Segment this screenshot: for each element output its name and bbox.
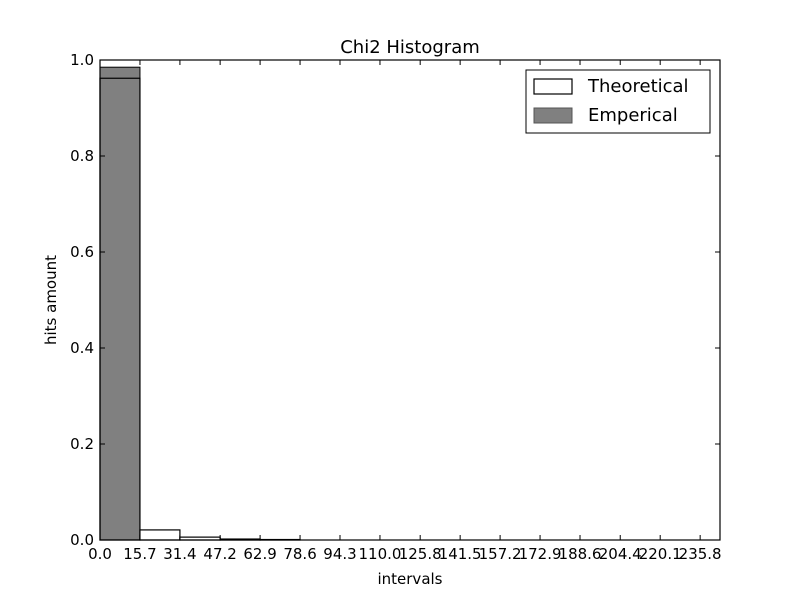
x-tick-label: 157.2 bbox=[479, 545, 522, 563]
y-tick-label: 0.6 bbox=[70, 243, 94, 261]
x-tick-label: 31.4 bbox=[163, 545, 196, 563]
x-tick-label: 188.6 bbox=[559, 545, 602, 563]
x-tick-label: 172.9 bbox=[519, 545, 562, 563]
legend-label-theoretical: Theoretical bbox=[587, 76, 689, 97]
emperical-bar bbox=[99, 66, 141, 541]
chart-title: Chi2 Histogram bbox=[340, 37, 480, 58]
plot-frame bbox=[99, 59, 721, 541]
theoretical-bar bbox=[139, 529, 181, 541]
y-axis-label: hits amount bbox=[42, 255, 60, 345]
x-tick-label: 62.9 bbox=[243, 545, 276, 563]
y-tick-label: 0.0 bbox=[70, 531, 94, 549]
x-tick-label: 15.7 bbox=[123, 545, 156, 563]
y-tick-label: 0.2 bbox=[70, 435, 94, 453]
x-tick-label: 235.8 bbox=[679, 545, 722, 563]
ticks-layer: 0.0 15.7 31.4 47.2 62.9 78.6 94.3 110.0125.8141… bbox=[70, 51, 721, 563]
x-tick-label: 220.1 bbox=[639, 545, 682, 563]
x-tick-label: 78.6 bbox=[283, 545, 316, 563]
x-tick-label: 94.3 bbox=[323, 545, 356, 563]
legend-label-emperical: Emperical bbox=[588, 105, 678, 126]
x-tick-label: 204.4 bbox=[599, 545, 642, 563]
legend-swatch-emperical bbox=[533, 107, 573, 124]
axes-layer bbox=[99, 59, 721, 541]
bars-layer bbox=[99, 66, 301, 541]
legend: Theoretical Emperical bbox=[525, 69, 711, 134]
x-tick-label: 47.2 bbox=[203, 545, 236, 563]
y-tick-label: 0.8 bbox=[70, 147, 94, 165]
x-tick-label: 125.8 bbox=[399, 545, 442, 563]
x-tick-label: 110.0 bbox=[358, 545, 401, 563]
y-tick-label: 0.4 bbox=[70, 339, 94, 357]
x-tick-label: 0.0 bbox=[88, 545, 112, 563]
x-axis-label: intervals bbox=[377, 570, 442, 588]
legend-swatch-theoretical bbox=[533, 78, 573, 95]
x-tick-label: 141.5 bbox=[439, 545, 482, 563]
y-tick-label: 1.0 bbox=[70, 51, 94, 69]
